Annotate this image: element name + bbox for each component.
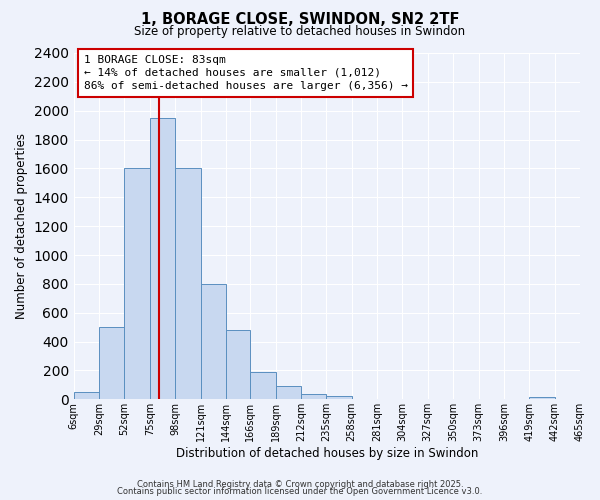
Bar	[226, 330, 250, 400]
Bar	[326, 396, 352, 400]
Text: 1 BORAGE CLOSE: 83sqm
← 14% of detached houses are smaller (1,012)
86% of semi-d: 1 BORAGE CLOSE: 83sqm ← 14% of detached …	[84, 54, 408, 91]
Text: Size of property relative to detached houses in Swindon: Size of property relative to detached ho…	[134, 25, 466, 38]
Bar	[150, 118, 175, 400]
Text: Contains public sector information licensed under the Open Government Licence v3: Contains public sector information licen…	[118, 487, 482, 496]
Bar	[74, 392, 99, 400]
Bar	[529, 397, 554, 400]
Bar	[175, 168, 200, 400]
Bar	[124, 168, 150, 400]
Bar	[301, 394, 326, 400]
Y-axis label: Number of detached properties: Number of detached properties	[15, 133, 28, 319]
Bar	[99, 327, 124, 400]
Text: 1, BORAGE CLOSE, SWINDON, SN2 2TF: 1, BORAGE CLOSE, SWINDON, SN2 2TF	[141, 12, 459, 28]
X-axis label: Distribution of detached houses by size in Swindon: Distribution of detached houses by size …	[176, 447, 478, 460]
Text: Contains HM Land Registry data © Crown copyright and database right 2025.: Contains HM Land Registry data © Crown c…	[137, 480, 463, 489]
Bar	[250, 372, 275, 400]
Bar	[352, 398, 377, 400]
Bar	[200, 284, 226, 400]
Bar	[275, 386, 301, 400]
